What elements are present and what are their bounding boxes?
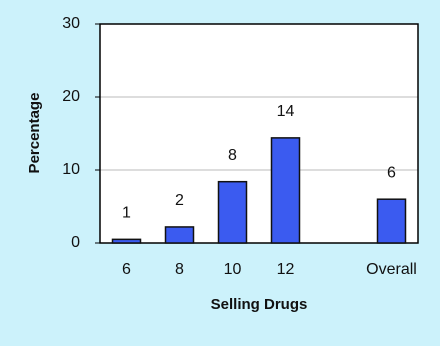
value-label: 8 bbox=[228, 147, 237, 164]
bar bbox=[376, 198, 407, 244]
value-label: 6 bbox=[387, 164, 396, 181]
y-tick-label: 30 bbox=[62, 15, 80, 32]
x-tick-label: 10 bbox=[224, 261, 242, 278]
x-tick-label: 12 bbox=[277, 261, 295, 278]
x-tick-label: Overall bbox=[366, 261, 417, 278]
plot-border bbox=[99, 23, 419, 244]
value-label: 1 bbox=[122, 205, 131, 222]
bar bbox=[217, 180, 248, 244]
value-label: 14 bbox=[277, 103, 295, 120]
y-tick-label: 20 bbox=[62, 88, 80, 105]
bar bbox=[270, 137, 301, 244]
value-label: 2 bbox=[175, 192, 184, 209]
x-tick-label: 8 bbox=[175, 261, 184, 278]
x-tick-label: 6 bbox=[122, 261, 131, 278]
bar bbox=[164, 226, 195, 244]
x-axis-title: Selling Drugs bbox=[211, 296, 308, 313]
y-tick-label: 10 bbox=[62, 161, 80, 178]
plot-area bbox=[100, 24, 418, 243]
y-tick-label: 0 bbox=[71, 234, 80, 251]
y-axis-title: Percentage bbox=[26, 93, 43, 174]
bar bbox=[111, 238, 142, 244]
